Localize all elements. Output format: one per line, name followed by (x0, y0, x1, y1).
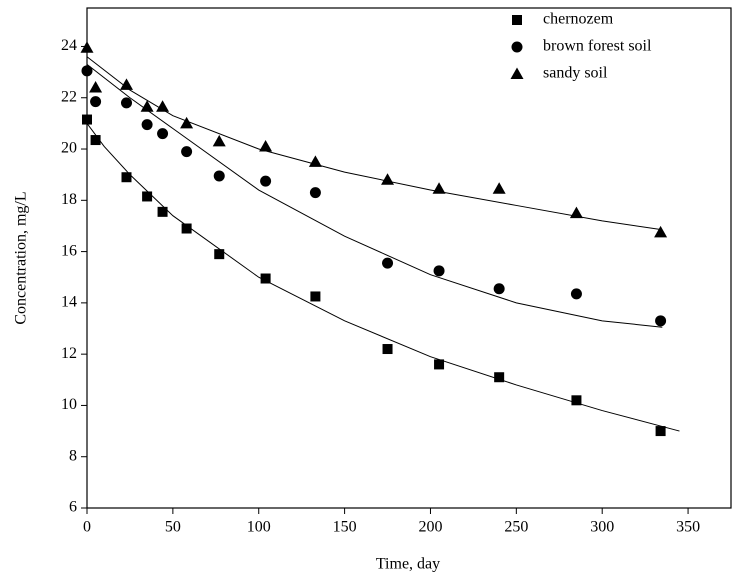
data-point (434, 359, 445, 370)
data-point (90, 96, 102, 108)
data-point (157, 206, 168, 217)
data-point (310, 291, 321, 302)
x-tick-label: 250 (504, 519, 528, 536)
data-point (382, 344, 393, 355)
data-point (214, 249, 225, 260)
data-point (181, 223, 192, 234)
legend-marker (512, 15, 522, 25)
y-tick-label: 6 (69, 499, 77, 516)
data-point (655, 426, 666, 437)
x-tick-label: 300 (590, 519, 614, 536)
data-point (140, 100, 154, 112)
data-point (89, 80, 103, 93)
data-point (181, 146, 193, 158)
data-point (157, 128, 169, 140)
data-point (121, 172, 132, 183)
y-tick-label: 14 (61, 294, 77, 311)
data-point (82, 114, 92, 125)
y-axis-label: Concentration, mg/L (13, 191, 30, 324)
data-point (654, 225, 668, 238)
data-point (433, 265, 445, 277)
x-tick-label: 150 (333, 519, 357, 536)
x-axis-label: Time, day (376, 556, 440, 573)
data-point (80, 41, 94, 53)
data-point (81, 65, 93, 77)
data-point (569, 206, 583, 219)
legend-label: sandy soil (543, 65, 608, 82)
data-point (90, 135, 101, 146)
y-tick-label: 20 (61, 140, 77, 157)
data-point (382, 257, 394, 269)
y-tick-label: 16 (61, 242, 77, 259)
data-point (655, 315, 667, 327)
data-point (571, 395, 582, 406)
data-point (308, 155, 322, 167)
data-point (260, 175, 272, 187)
y-tick-label: 12 (61, 345, 77, 362)
x-tick-label: 350 (676, 519, 700, 536)
legend-label: chernozem (543, 11, 614, 28)
data-point (492, 182, 506, 194)
y-tick-label: 24 (61, 37, 77, 54)
y-tick-label: 22 (61, 88, 77, 105)
x-tick-label: 200 (418, 519, 442, 536)
data-point (309, 187, 321, 199)
y-tick-label: 10 (61, 396, 77, 413)
legend-label: brown forest soil (543, 38, 652, 55)
legend-marker (510, 67, 524, 79)
fit-curve (86, 64, 663, 328)
data-point (260, 273, 271, 284)
data-point (180, 116, 194, 129)
data-point (141, 119, 153, 131)
data-point (212, 134, 226, 147)
x-tick-label: 0 (83, 519, 91, 536)
plot-frame (86, 7, 732, 509)
y-tick-label: 18 (61, 191, 77, 208)
y-tick-label: 8 (69, 447, 77, 464)
fit-curve (86, 56, 663, 231)
data-point (381, 173, 395, 185)
data-point (494, 372, 505, 383)
x-tick-label: 100 (247, 519, 271, 536)
data-point (432, 182, 446, 194)
data-point (570, 288, 582, 300)
data-point (156, 100, 170, 112)
fit-curve (86, 123, 680, 432)
data-point (142, 191, 153, 202)
data-point (120, 97, 132, 109)
x-tick-label: 50 (165, 519, 181, 536)
data-point (259, 139, 273, 152)
legend-marker (511, 41, 523, 53)
data-point (119, 78, 133, 90)
data-point (213, 170, 225, 182)
data-point (493, 283, 505, 295)
